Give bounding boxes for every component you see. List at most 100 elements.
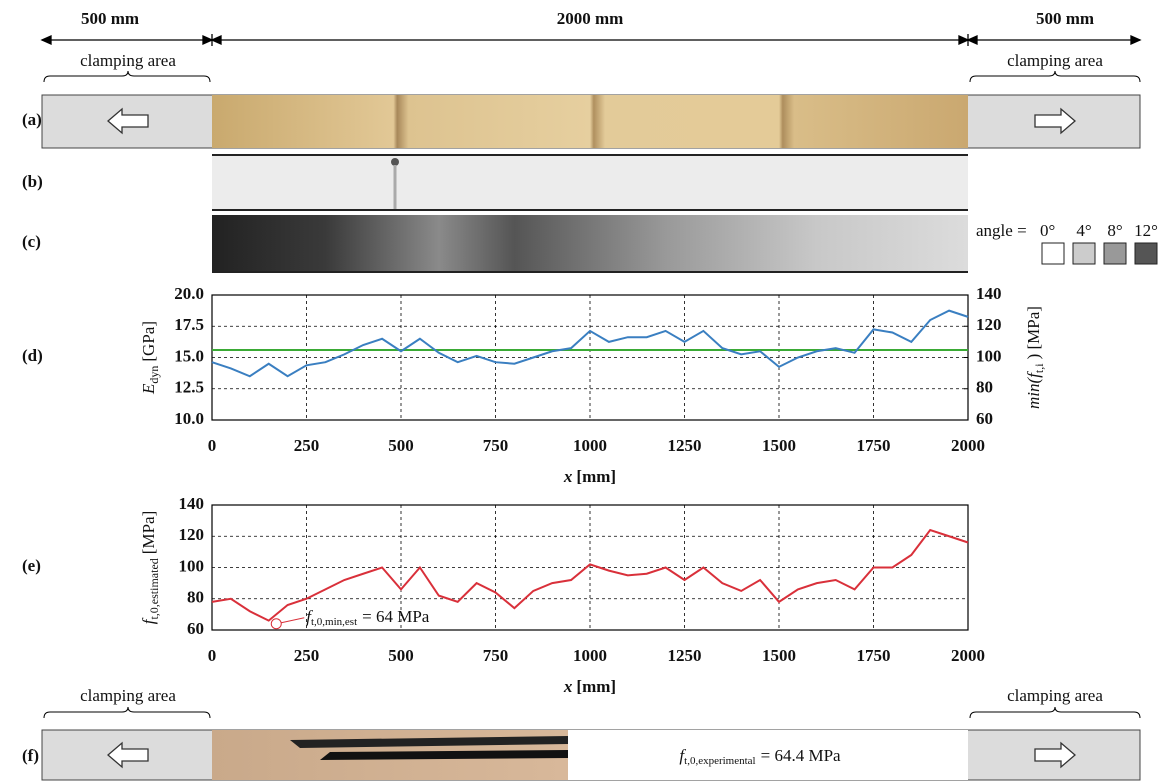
legend-swatch [1134, 242, 1158, 265]
legend-label: 12° [1134, 221, 1158, 240]
legend-swatch [1103, 242, 1127, 265]
x-tick-label: 2000 [951, 436, 985, 455]
y2-tick-label: 120 [976, 315, 1002, 334]
x-tick-label: 500 [388, 646, 414, 665]
x-tick-label: 1250 [668, 436, 702, 455]
subscript: t,0,experimental [684, 755, 755, 767]
charts: 0 250 500 750 1000 1250 1500 1750 200010.012.515… [139, 284, 1046, 696]
x-tick-label: 2000 [951, 646, 985, 665]
label-main: f [139, 617, 158, 624]
symbol: f [306, 607, 313, 626]
experimental-strength: ft,0,experimental = 64.4 MPa [679, 746, 841, 767]
axis-label: min(ft,i) [MPa] [1024, 306, 1046, 409]
y2-tick-label: 100 [976, 346, 1002, 365]
angle-map [212, 215, 968, 272]
y-tick-label: 20.0 [174, 284, 204, 303]
x-tick-label: 250 [294, 646, 320, 665]
y-tick-label: 15.0 [174, 346, 204, 365]
label-main: x [563, 677, 573, 696]
dimension-label: 500 mm [1036, 9, 1094, 28]
clamping-label: clamping area [1007, 51, 1103, 70]
y-tick-label: 60 [187, 619, 204, 638]
y2-tick-label: 140 [976, 284, 1002, 303]
annotation-leader [281, 617, 305, 624]
min-marker [270, 618, 282, 630]
x-tick-label: 500 [388, 436, 414, 455]
legend-label: 4° [1076, 221, 1091, 240]
x-tick-label: 1000 [573, 646, 607, 665]
y-tick-label: 120 [179, 525, 205, 544]
dimension-label: 2000 mm [557, 9, 624, 28]
data-line [211, 528, 969, 622]
clamping-label: clamping area [80, 51, 176, 70]
dimension-arrows [40, 34, 1142, 46]
x-tick-label: 1750 [857, 646, 891, 665]
clamping-label: clamping area [80, 686, 176, 705]
clamping-label: clamping area [1007, 686, 1103, 705]
x-tick-label: 1000 [573, 436, 607, 455]
panel-label: (a) [22, 110, 42, 129]
braces [43, 70, 1141, 719]
arrow-left [107, 741, 149, 769]
label-sub: t,i [1032, 363, 1046, 373]
legend-label: 8° [1107, 221, 1122, 240]
y2-tick-label: 80 [976, 378, 993, 397]
angle-legend: angle = 0° 4° 8° 12° [976, 221, 1158, 265]
data-line [211, 309, 969, 378]
legend-label: 0° [1040, 221, 1055, 240]
arrow-right [1034, 107, 1076, 135]
axis-label: ft,0,estimated [MPa] [139, 511, 161, 625]
label-main: x [563, 467, 573, 486]
axis-label: x [mm] [563, 677, 616, 696]
label-unit: [GPa] [139, 321, 158, 362]
legend-swatch [1041, 242, 1065, 265]
label-sub: dyn [147, 366, 161, 384]
scan-knot [391, 158, 399, 166]
symbol: f [679, 746, 686, 765]
x-tick-label: 750 [483, 646, 509, 665]
dimension-label: 500 mm [81, 9, 139, 28]
label-unit: [mm] [576, 677, 616, 696]
panel-label: (f) [22, 746, 39, 765]
subscript: t,0,min,est [311, 615, 357, 627]
x-tick-label: 0 [208, 436, 217, 455]
x-tick-label: 750 [483, 436, 509, 455]
x-tick-label: 1500 [762, 436, 796, 455]
scan-image [212, 155, 968, 210]
y-tick-label: 80 [187, 588, 204, 607]
y-tick-label: 10.0 [174, 409, 204, 428]
label-main: min(f [1024, 371, 1043, 409]
panel-label: (d) [22, 346, 43, 365]
legend-prefix: angle = [976, 221, 1027, 240]
arrow-right [1034, 741, 1076, 769]
photo-crack [290, 736, 568, 748]
photo-crack [320, 750, 568, 760]
label-unit: [mm] [576, 467, 616, 486]
value-text: = 64.4 MPa [761, 746, 841, 765]
x-tick-label: 1500 [762, 646, 796, 665]
axis-label: Edyn [GPa] [139, 321, 161, 395]
x-tick-label: 250 [294, 436, 320, 455]
label-sub: t,0,estimated [147, 558, 161, 619]
y2-tick-label: 60 [976, 409, 993, 428]
y-tick-label: 140 [179, 494, 205, 513]
arrow-left [107, 107, 149, 135]
panel-label: (e) [22, 556, 41, 575]
legend-swatch [1072, 242, 1096, 265]
y-tick-label: 17.5 [174, 315, 204, 334]
label-main: E [139, 383, 158, 395]
blank-area [568, 730, 968, 780]
panel-label: (c) [22, 232, 41, 251]
value-text: = 64 MPa [362, 607, 430, 626]
x-tick-label: 0 [208, 646, 217, 665]
wood-photo [212, 95, 968, 148]
label-unit: [MPa] [139, 511, 158, 554]
y-tick-label: 100 [179, 556, 205, 575]
y-tick-label: 12.5 [174, 378, 204, 397]
annotation: ft,0,min,est = 64 MPa [306, 607, 430, 628]
x-tick-label: 1750 [857, 436, 891, 455]
axis-label: x [mm] [563, 467, 616, 486]
panel-label: (b) [22, 172, 43, 191]
x-tick-label: 1250 [668, 646, 702, 665]
